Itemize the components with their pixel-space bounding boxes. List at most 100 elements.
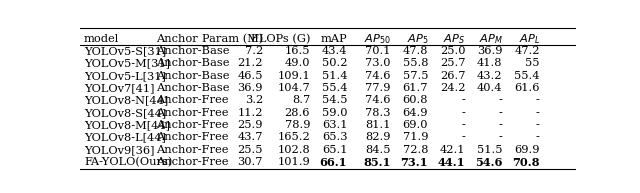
Text: 36.9: 36.9 (477, 46, 502, 56)
Text: 69.0: 69.0 (403, 120, 428, 130)
Text: YOLOv8-M[44]: YOLOv8-M[44] (84, 120, 170, 130)
Text: 16.5: 16.5 (285, 46, 310, 56)
Text: 73.1: 73.1 (401, 157, 428, 168)
Text: 24.2: 24.2 (440, 83, 465, 93)
Text: 61.7: 61.7 (403, 83, 428, 93)
Text: 81.1: 81.1 (365, 120, 391, 130)
Text: -: - (499, 108, 502, 118)
Text: 21.2: 21.2 (237, 58, 263, 69)
Text: -: - (499, 95, 502, 105)
Text: 57.5: 57.5 (403, 71, 428, 81)
Text: 165.2: 165.2 (277, 132, 310, 142)
Text: YOLOv5-M[31]: YOLOv5-M[31] (84, 58, 170, 69)
Text: 59.0: 59.0 (322, 108, 348, 118)
Text: FA-YOLO(Ours): FA-YOLO(Ours) (84, 157, 172, 167)
Text: $AP_L$: $AP_L$ (518, 32, 540, 46)
Text: 65.1: 65.1 (322, 145, 348, 155)
Text: -: - (536, 120, 540, 130)
Text: -: - (461, 132, 465, 142)
Text: 11.2: 11.2 (237, 108, 263, 118)
Text: -: - (461, 95, 465, 105)
Text: 55.4: 55.4 (322, 83, 348, 93)
Text: 54.6: 54.6 (476, 157, 502, 168)
Text: mAP: mAP (321, 34, 348, 44)
Text: 55.8: 55.8 (403, 58, 428, 69)
Text: 25.9: 25.9 (237, 120, 263, 130)
Text: 70.8: 70.8 (512, 157, 540, 168)
Text: -: - (536, 132, 540, 142)
Text: $AP_5$: $AP_5$ (406, 32, 428, 46)
Text: 84.5: 84.5 (365, 145, 391, 155)
Text: model: model (84, 34, 119, 44)
Text: YOLOv5-S[31]: YOLOv5-S[31] (84, 46, 166, 56)
Text: YOLOv8-L[44]: YOLOv8-L[44] (84, 132, 166, 142)
Text: 78.9: 78.9 (285, 120, 310, 130)
Text: 60.8: 60.8 (403, 95, 428, 105)
Text: 66.1: 66.1 (320, 157, 348, 168)
Text: Anchor-Base: Anchor-Base (156, 71, 229, 81)
Text: 43.4: 43.4 (322, 46, 348, 56)
Text: 25.7: 25.7 (440, 58, 465, 69)
Text: YOLOv9[36]: YOLOv9[36] (84, 145, 154, 155)
Text: 43.7: 43.7 (237, 132, 263, 142)
Text: 47.8: 47.8 (403, 46, 428, 56)
Text: 7.2: 7.2 (244, 46, 263, 56)
Text: Anchor: Anchor (156, 34, 198, 44)
Text: 102.8: 102.8 (277, 145, 310, 155)
Text: 104.7: 104.7 (277, 83, 310, 93)
Text: Anchor-Free: Anchor-Free (156, 145, 228, 155)
Text: 25.0: 25.0 (440, 46, 465, 56)
Text: 74.6: 74.6 (365, 95, 391, 105)
Text: -: - (499, 132, 502, 142)
Text: $AP_S$: $AP_S$ (444, 32, 465, 46)
Text: 71.9: 71.9 (403, 132, 428, 142)
Text: -: - (499, 120, 502, 130)
Text: 63.1: 63.1 (322, 120, 348, 130)
Text: 77.9: 77.9 (365, 83, 391, 93)
Text: 3.2: 3.2 (244, 95, 263, 105)
Text: Anchor-Base: Anchor-Base (156, 83, 229, 93)
Text: 69.9: 69.9 (515, 145, 540, 155)
Text: 55.4: 55.4 (515, 71, 540, 81)
Text: 70.1: 70.1 (365, 46, 391, 56)
Text: Anchor-Base: Anchor-Base (156, 46, 229, 56)
Text: -: - (536, 108, 540, 118)
Text: 64.9: 64.9 (403, 108, 428, 118)
Text: Param (M): Param (M) (202, 34, 263, 44)
Text: 8.7: 8.7 (292, 95, 310, 105)
Text: 46.5: 46.5 (237, 71, 263, 81)
Text: 82.9: 82.9 (365, 132, 391, 142)
Text: Anchor-Free: Anchor-Free (156, 132, 228, 142)
Text: 50.2: 50.2 (322, 58, 348, 69)
Text: Anchor-Base: Anchor-Base (156, 58, 229, 69)
Text: 44.1: 44.1 (438, 157, 465, 168)
Text: 40.4: 40.4 (477, 83, 502, 93)
Text: -: - (461, 108, 465, 118)
Text: 47.2: 47.2 (515, 46, 540, 56)
Text: -: - (461, 120, 465, 130)
Text: 42.1: 42.1 (440, 145, 465, 155)
Text: YOLOv5-L[31]: YOLOv5-L[31] (84, 71, 166, 81)
Text: 61.6: 61.6 (515, 83, 540, 93)
Text: 43.2: 43.2 (477, 71, 502, 81)
Text: 49.0: 49.0 (285, 58, 310, 69)
Text: 51.4: 51.4 (322, 71, 348, 81)
Text: 78.3: 78.3 (365, 108, 391, 118)
Text: 51.5: 51.5 (477, 145, 502, 155)
Text: 41.8: 41.8 (477, 58, 502, 69)
Text: 55: 55 (525, 58, 540, 69)
Text: 74.6: 74.6 (365, 71, 391, 81)
Text: 26.7: 26.7 (440, 71, 465, 81)
Text: 109.1: 109.1 (277, 71, 310, 81)
Text: $AP_M$: $AP_M$ (479, 32, 502, 46)
Text: 72.8: 72.8 (403, 145, 428, 155)
Text: 25.5: 25.5 (237, 145, 263, 155)
Text: 36.9: 36.9 (237, 83, 263, 93)
Text: Anchor-Free: Anchor-Free (156, 157, 228, 167)
Text: $AP_{50}$: $AP_{50}$ (364, 32, 391, 46)
Text: 101.9: 101.9 (277, 157, 310, 167)
Text: -: - (536, 95, 540, 105)
Text: 73.0: 73.0 (365, 58, 391, 69)
Text: Anchor-Free: Anchor-Free (156, 120, 228, 130)
Text: YOLOv8-N[44]: YOLOv8-N[44] (84, 95, 168, 105)
